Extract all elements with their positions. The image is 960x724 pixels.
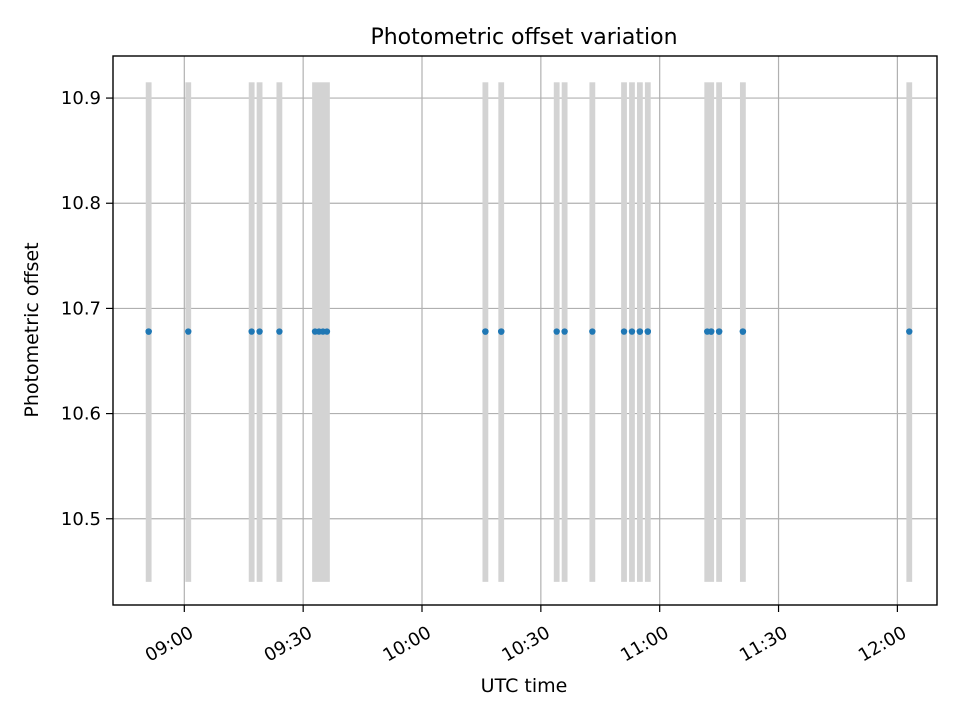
data-point bbox=[498, 328, 505, 335]
data-point bbox=[707, 328, 715, 335]
y-tick-label: 10.8 bbox=[61, 193, 101, 214]
data-point bbox=[644, 328, 652, 335]
x-tick-label: 09:00 bbox=[142, 622, 197, 666]
x-tick-label: 11:00 bbox=[617, 622, 672, 666]
data-point bbox=[482, 328, 489, 335]
x-tick-label: 09:30 bbox=[261, 622, 316, 666]
y-axis-label: Photometric offset bbox=[21, 242, 43, 417]
y-tick-label: 10.6 bbox=[61, 404, 101, 425]
data-point bbox=[561, 328, 568, 335]
x-tick-label: 11:30 bbox=[736, 622, 791, 666]
y-tick-label: 10.5 bbox=[61, 509, 101, 530]
y-tick-label: 10.9 bbox=[61, 88, 101, 109]
x-axis-label: UTC time bbox=[481, 675, 568, 697]
data-point bbox=[323, 328, 331, 335]
chart-title: Photometric offset variation bbox=[370, 25, 677, 50]
data-point bbox=[620, 328, 628, 335]
data-point bbox=[185, 328, 192, 335]
y-tick-label: 10.7 bbox=[61, 298, 101, 319]
data-points bbox=[145, 328, 913, 335]
data-point bbox=[739, 328, 747, 335]
data-point bbox=[553, 328, 560, 335]
data-point bbox=[145, 328, 152, 335]
data-point bbox=[276, 328, 283, 335]
plot-frame bbox=[112, 55, 938, 606]
data-point bbox=[715, 328, 723, 335]
data-point bbox=[628, 328, 636, 335]
data-point bbox=[906, 328, 913, 335]
data-point bbox=[636, 328, 644, 335]
data-point bbox=[256, 328, 263, 335]
x-tick-label: 10:00 bbox=[379, 622, 434, 666]
x-tick-label: 12:00 bbox=[855, 622, 910, 666]
data-point bbox=[589, 328, 596, 335]
data-point bbox=[248, 328, 255, 335]
grid-lines bbox=[113, 56, 937, 605]
x-tick-label: 10:30 bbox=[498, 622, 553, 666]
